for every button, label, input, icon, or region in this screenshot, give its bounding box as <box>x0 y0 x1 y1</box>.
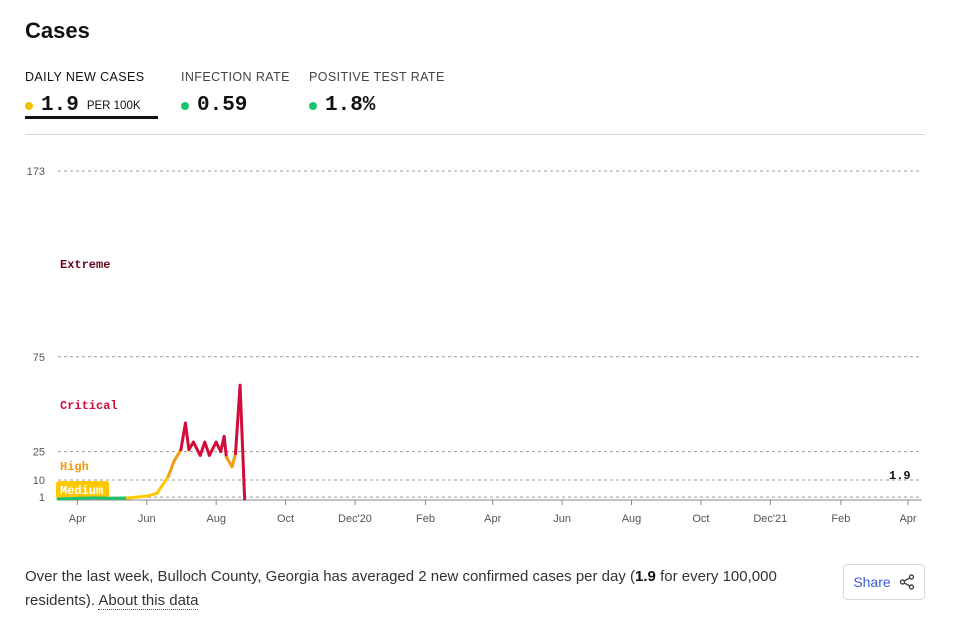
last-value-label: 1.9 <box>889 469 911 483</box>
tab-unit: PER 100K <box>86 99 141 112</box>
summary-bold-value: 1.9 <box>635 568 656 585</box>
metric-tabs: DAILY NEW CASES 1.9 PER 100K INFECTION R… <box>25 70 925 135</box>
status-dot-icon <box>309 101 317 110</box>
x-tick-label: Dec'20 <box>338 513 372 525</box>
x-tick-label: Jun <box>138 513 156 525</box>
x-tick-label: Feb <box>416 513 435 525</box>
share-label: Share <box>853 574 891 590</box>
case-line-segment <box>56 496 79 501</box>
cases-chart: 1 10 25 75 173 Apr Jun Aug Oct Dec'20 Feb Apr Jun Aug… <box>27 166 922 525</box>
status-dot-icon <box>25 101 33 110</box>
active-tab-underline <box>25 116 158 119</box>
risk-label-critical: Critical <box>60 399 118 413</box>
case-line-segment <box>155 474 170 495</box>
x-tick-label: Dec'21 <box>753 513 787 525</box>
case-line-segment <box>230 451 238 469</box>
tab-value: 1.9 <box>41 94 79 117</box>
case-line-segment <box>238 383 247 501</box>
case-line-segment <box>166 459 176 478</box>
y-tick-label: 10 <box>33 475 45 487</box>
summary-text-before: Over the last week, Bulloch County, Geor… <box>25 568 636 585</box>
y-tick-label: 75 <box>33 352 45 364</box>
summary-text-after: for every 100,000 residents). <box>25 568 777 609</box>
x-tick-label: Apr <box>484 513 501 525</box>
risk-label-medium: Medium <box>60 484 103 498</box>
risk-label-high: High <box>60 460 89 474</box>
share-button[interactable]: Share <box>843 564 925 600</box>
risk-label-medium-bg <box>56 481 109 499</box>
case-line-segment <box>75 496 95 500</box>
case-line-segment <box>207 440 218 457</box>
page-title: Cases <box>25 18 90 43</box>
case-line-segment <box>203 440 211 457</box>
y-tick-label: 25 <box>33 447 45 459</box>
risk-label-extreme: Extreme <box>60 258 110 272</box>
x-tick-label: Aug <box>622 513 642 525</box>
tab-daily-new-cases[interactable]: DAILY NEW CASES 1.9 PER 100K <box>25 70 158 119</box>
summary-text: Over the last week, Bulloch County, Geor… <box>25 565 815 613</box>
tab-label: POSITIVE TEST RATE <box>309 70 445 84</box>
case-line-segment <box>172 448 183 463</box>
about-this-data-link[interactable]: About this data <box>98 592 199 610</box>
case-line-segment <box>145 491 159 498</box>
case-line-segment <box>125 494 149 500</box>
case-line-segment <box>183 421 191 452</box>
x-tick-label: Apr <box>899 513 916 525</box>
x-tick-label: Apr <box>69 513 86 525</box>
y-tick-label: 1 <box>39 492 45 504</box>
x-tick-label: Jun <box>553 513 571 525</box>
case-line-segment <box>191 440 202 457</box>
case-line-segment <box>222 434 228 459</box>
x-tick-label: Oct <box>277 513 294 525</box>
y-tick-label: 173 <box>27 166 45 178</box>
x-tick-label: Oct <box>692 513 709 525</box>
tab-label: DAILY NEW CASES <box>25 70 145 84</box>
tab-label: INFECTION RATE <box>181 70 290 84</box>
x-tick-label: Feb <box>831 513 850 525</box>
tab-positive-test-rate[interactable]: POSITIVE TEST RATE 1.8% <box>309 70 445 117</box>
tab-value: 0.59 <box>197 94 248 117</box>
status-dot-icon <box>181 101 189 110</box>
x-tick-label: Aug <box>206 513 226 525</box>
tab-value: 1.8% <box>325 94 376 117</box>
share-icon <box>899 574 914 590</box>
tab-infection-rate[interactable]: INFECTION RATE 0.59 <box>181 70 290 117</box>
